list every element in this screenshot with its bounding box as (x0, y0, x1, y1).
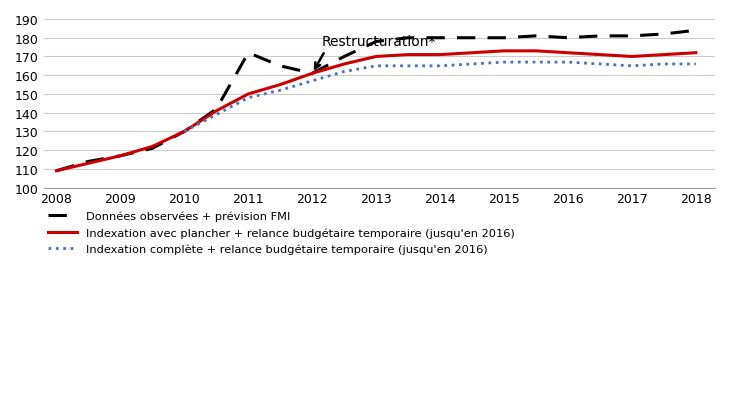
Legend: Données observées + prévision FMI, Indexation avec plancher + relance budgétaire: Données observées + prévision FMI, Index… (44, 207, 519, 259)
Text: Restructuration*: Restructuration* (322, 35, 437, 49)
